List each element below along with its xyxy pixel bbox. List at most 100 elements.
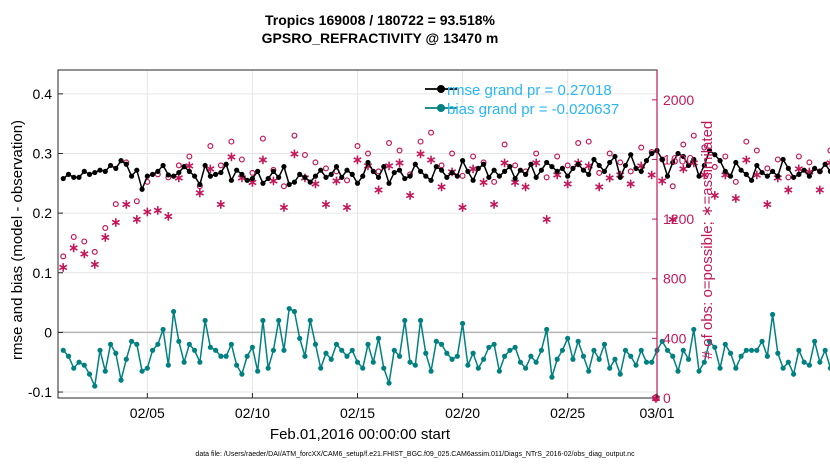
bias-point — [538, 347, 545, 353]
rmse-point — [76, 174, 82, 180]
bias-point — [192, 347, 198, 353]
obs-possible-point — [711, 163, 718, 170]
obs-possible-point — [606, 150, 613, 157]
obs-assimilated-point: ∗ — [699, 167, 710, 182]
rmse-point — [360, 173, 366, 179]
obs-assimilated-point: ∗ — [321, 197, 332, 212]
rmse-point — [234, 167, 240, 173]
rmse-point — [812, 165, 818, 171]
obs-assimilated-point: ∗ — [89, 256, 100, 271]
obs-possible-point — [386, 140, 393, 147]
rmse-point — [144, 173, 150, 179]
grid-lines — [58, 70, 657, 398]
bias-point — [475, 365, 481, 371]
bias-point — [349, 347, 355, 353]
bias-point — [812, 338, 818, 344]
bias-point — [481, 356, 487, 362]
rmse-point — [701, 162, 707, 169]
obs-possible-point — [291, 132, 298, 139]
bias-point — [449, 356, 455, 362]
bias-point — [591, 347, 597, 353]
obs-possible-point — [91, 248, 98, 255]
rmse-point — [554, 168, 560, 174]
bias-point — [486, 344, 492, 350]
bias-point — [444, 350, 450, 356]
rmse-point — [738, 167, 744, 173]
rmse-point — [438, 167, 445, 173]
obs-possible-point — [449, 150, 456, 157]
obs-assimilated-point: ∗ — [541, 212, 552, 227]
rmse-point — [727, 173, 734, 179]
rmse-point — [312, 173, 319, 179]
obs-assimilated-point: ∗ — [152, 203, 163, 218]
y-axis-left-ticks: -0.1 0 0.1 0.2 0.3 0.4 — [28, 86, 63, 400]
obs-assimilated-point: ∗ — [226, 149, 237, 164]
rmse-point — [470, 177, 476, 183]
rmse-point — [155, 168, 161, 174]
obs-assimilated-point: ∗ — [457, 200, 468, 215]
legend-entry-label: bias grand pr = -0.020637 — [447, 101, 619, 118]
rmse-point — [333, 164, 340, 170]
bias-point — [748, 347, 755, 353]
rmse-point — [286, 181, 292, 188]
rmse-point — [533, 174, 539, 180]
bias-point — [386, 380, 392, 386]
rmse-point — [391, 169, 397, 176]
bias-point — [276, 317, 282, 324]
bias-point — [465, 362, 471, 368]
rmse-point — [281, 164, 287, 170]
x-tick-label: 03/01 — [639, 405, 674, 421]
obs-assimilated-point: ∗ — [289, 146, 300, 161]
rmse-point — [444, 174, 450, 180]
obs-possible-point — [491, 178, 498, 185]
rmse-point — [628, 152, 634, 158]
rmse-point — [160, 162, 166, 169]
obs-assimilated-point: ∗ — [562, 176, 573, 191]
rmse-point — [769, 168, 776, 174]
bias-point — [160, 326, 166, 333]
bias-point — [664, 347, 671, 353]
rmse-point — [113, 165, 119, 171]
bias-point — [186, 341, 192, 347]
bias-point — [638, 347, 644, 353]
obs-possible-point — [680, 141, 687, 148]
rmse-point — [549, 164, 555, 170]
obs-possible-point — [417, 138, 424, 145]
obs-possible-point — [774, 156, 781, 163]
bias-point — [417, 317, 424, 324]
obs-possible-point — [806, 159, 813, 166]
bias-point — [554, 356, 560, 362]
bias-point — [244, 353, 250, 359]
bias-point — [712, 344, 718, 350]
rmse-point — [255, 168, 261, 174]
rmse-point — [580, 167, 587, 173]
obs-assimilated-point: ∗ — [520, 179, 531, 194]
obs-assimilated-point: ∗ — [510, 174, 521, 189]
rmse-point — [748, 177, 755, 183]
obs-possible-point — [827, 147, 830, 154]
rmse-point — [244, 177, 250, 183]
rmse-point — [165, 172, 171, 178]
obs-possible-point — [312, 159, 319, 166]
obs-assimilated-point: ∗ — [257, 152, 268, 167]
obs-possible-point — [322, 165, 329, 172]
rmse-point — [733, 159, 739, 166]
bias-point — [391, 347, 397, 353]
obs-assimilated-point: ∗ — [825, 155, 830, 170]
obs-possible-point — [512, 162, 519, 169]
bias-point — [701, 359, 707, 365]
obs-possible-point — [459, 172, 466, 179]
y-left-tick-label: 0.2 — [33, 205, 53, 221]
rmse-point — [685, 162, 692, 169]
obs-assimilated-point: ∗ — [804, 164, 815, 179]
y-left-tick-label: 0 — [44, 324, 52, 340]
obs-possible-point — [753, 147, 760, 154]
bias-point — [134, 341, 140, 347]
rmse-point — [502, 168, 508, 174]
obs-assimilated-point: ∗ — [436, 179, 447, 194]
rmse-point — [375, 174, 382, 180]
obs-possible-point — [343, 177, 350, 184]
rmse-point — [717, 158, 723, 164]
rmse-point — [712, 152, 718, 158]
rmse-point — [81, 168, 87, 174]
